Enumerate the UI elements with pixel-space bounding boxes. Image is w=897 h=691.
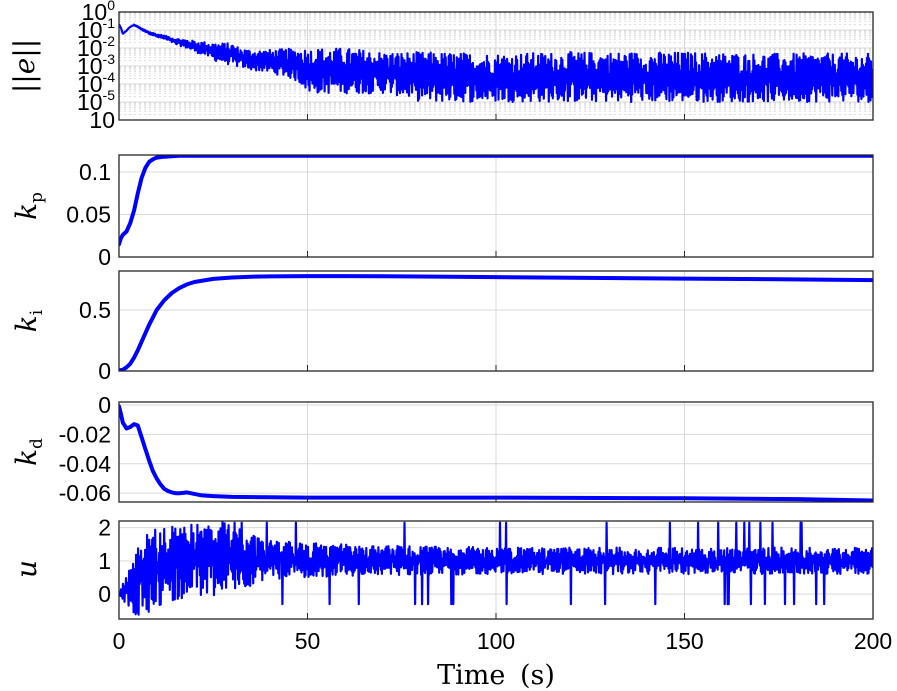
series-group [119,155,873,247]
y-tick-label: 10-3 [77,51,115,79]
y-tick-label: 10 [89,107,115,133]
y-axis-label-main: k [10,203,43,220]
panels-group: 10010-110-210-310-410-510||e||00.050.1kp… [8,0,892,654]
y-tick-label: 0 [98,358,111,384]
y-tick-label: -0.06 [59,480,111,506]
y-tick-label: 10-4 [77,69,115,97]
series-line [119,404,873,502]
y-tick-label: -0.04 [59,451,112,477]
x-tick-label: 150 [665,628,703,654]
series-group [119,521,873,616]
subplot-2: 0 0.05 0.1 kp [10,154,874,270]
subplot-3: 0 0.5 ki [10,270,874,384]
y-tick-label: -0.02 [59,421,111,447]
series-line [119,521,873,616]
y-tick-base: 10 [77,71,103,97]
x-tick-label: 50 [295,628,321,654]
y-axis-label-main: k [10,449,43,466]
y-axis-label-subscript: d [27,438,47,449]
y-tick-base: 10 [77,17,103,43]
subplot-4: 0 -0.02 -0.04 -0.06 kd [10,392,874,506]
y-tick-label: 10-5 [77,87,115,115]
y-tick-base: 10 [82,0,108,25]
y-tick-label: 0 [98,244,111,270]
x-axis-label-unit: (s) [520,660,555,691]
y-tick-label: 0.05 [66,202,111,228]
x-axis-label-text: Time [437,660,505,691]
y-axis-label-main: u [10,560,43,578]
y-tick-label: 100 [82,0,116,25]
y-axis-label-subscript: p [27,192,47,203]
y-tick-label: 0 [98,392,111,418]
y-tick-label: 2 [98,515,111,541]
y-axis-label-subscript: i [27,309,47,315]
y-axis-label-main: ||e|| [8,39,41,93]
y-axis-label: kp [10,192,47,220]
y-axis-label: ||e|| [8,39,41,93]
y-tick-label: 10-2 [77,33,115,61]
y-axis-label: u [10,560,43,578]
y-axis-label-main: k [10,315,43,332]
y-axis-label: kd [10,438,47,466]
series-line [119,155,873,247]
x-tick-label: 0 [113,628,126,654]
x-tick-label: 200 [854,628,892,654]
series-line [119,23,873,104]
y-tick-label: 0 [98,581,111,607]
x-tick-label: 100 [477,628,515,654]
y-tick-label: 0.5 [79,297,111,323]
y-tick-exponent: -1 [103,15,116,31]
series-group [119,274,873,371]
y-tick-base: 10 [77,53,103,79]
y-tick-exponent: 0 [107,0,115,13]
y-tick-exponent: -3 [103,51,116,67]
y-tick-base: 10 [89,107,115,133]
y-tick-base: 10 [77,35,103,61]
series-group [119,23,873,104]
y-axis-label: ki [10,309,47,332]
y-tick-label: 10-1 [77,15,115,43]
subplot-5: 0 1 2 0 50 100 150 200 u [10,515,892,654]
y-tick-label: 0.1 [79,159,111,185]
series-line [119,274,873,371]
y-tick-exponent: -4 [103,69,116,85]
y-tick-label: 1 [98,548,111,574]
x-axis-label: Time (s) [437,660,555,691]
series-group [119,404,873,502]
y-tick-exponent: -5 [103,87,116,103]
y-tick-base: 10 [77,89,103,115]
y-tick-exponent: -2 [103,33,116,49]
